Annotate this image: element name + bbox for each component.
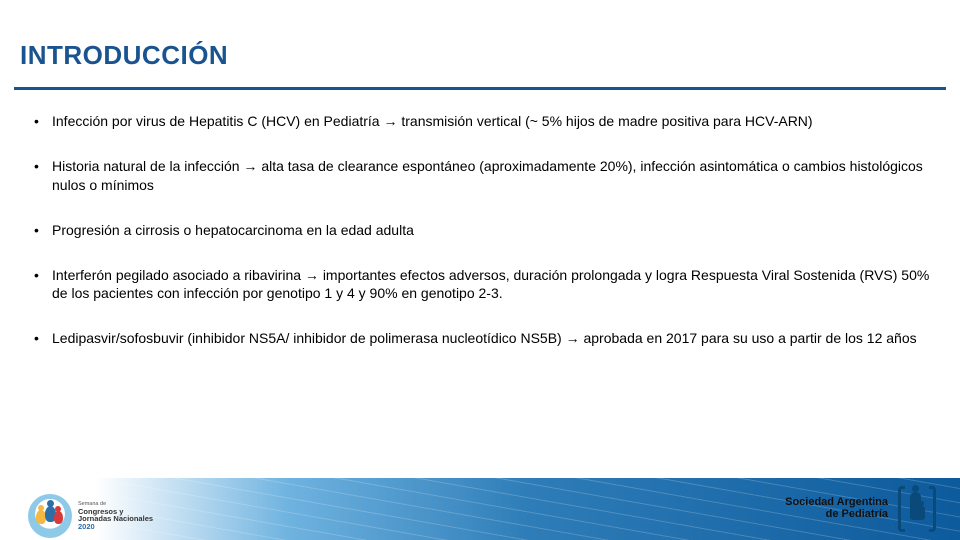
footer-left-logo-group: Semana de Congresos y Jornadas Nacionale… (28, 494, 153, 538)
list-item: Ledipasvir/sofosbuvir (inhibidor NS5A/ i… (28, 329, 932, 348)
slide: INTRODUCCIÓN Infección por virus de Hepa… (0, 0, 960, 540)
congresos-logo-text: Semana de Congresos y Jornadas Nacionale… (78, 502, 153, 530)
title-block: INTRODUCCIÓN (0, 0, 960, 79)
bullet-list: Infección por virus de Hepatitis C (HCV)… (28, 112, 932, 348)
sap-logo-icon (898, 486, 936, 532)
footer-bar: Semana de Congresos y Jornadas Nacionale… (0, 478, 960, 540)
congresos-year: 2020 (78, 523, 153, 531)
page-title: INTRODUCCIÓN (20, 40, 940, 71)
list-item: Historia natural de la infección → alta … (28, 157, 932, 195)
footer-right-logo-group: Sociedad Argentina de Pediatría (785, 486, 936, 532)
list-item: Infección por virus de Hepatitis C (HCV)… (28, 112, 932, 131)
list-item: Interferón pegilado asociado a ribavirin… (28, 266, 932, 304)
list-item: Progresión a cirrosis o hepatocarcinoma … (28, 221, 932, 240)
congresos-logo-icon (28, 494, 72, 538)
sap-line2: de Pediatría (785, 509, 888, 521)
content-area: Infección por virus de Hepatitis C (HCV)… (0, 90, 960, 348)
sap-text: Sociedad Argentina de Pediatría (785, 497, 888, 520)
